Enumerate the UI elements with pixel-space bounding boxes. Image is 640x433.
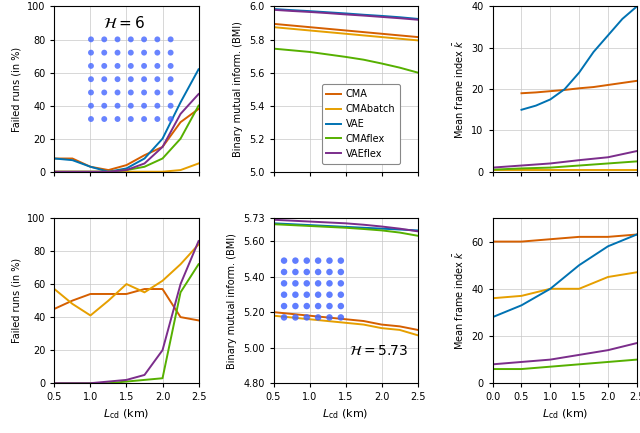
X-axis label: $L_{\mathrm{cd}}$ (km): $L_{\mathrm{cd}}$ (km) (323, 408, 369, 421)
Y-axis label: Mean frame index $\bar{k}$: Mean frame index $\bar{k}$ (452, 251, 466, 350)
Y-axis label: Mean frame index $\bar{k}$: Mean frame index $\bar{k}$ (452, 39, 466, 139)
Y-axis label: Failed runs (in %): Failed runs (in %) (12, 258, 22, 343)
X-axis label: $L_{\mathrm{cd}}$ (km): $L_{\mathrm{cd}}$ (km) (541, 408, 588, 421)
Y-axis label: Failed runs (in %): Failed runs (in %) (12, 46, 22, 132)
X-axis label: $L_{\mathrm{cd}}$ (km): $L_{\mathrm{cd}}$ (km) (103, 408, 150, 421)
Text: $\mathcal{H} = 5.73$: $\mathcal{H} = 5.73$ (349, 344, 408, 359)
Y-axis label: Binary mutual inform. (BMI): Binary mutual inform. (BMI) (234, 21, 243, 157)
Text: $\mathcal{H} = 6$: $\mathcal{H} = 6$ (102, 15, 145, 31)
Y-axis label: Binary mutual inform. (BMI): Binary mutual inform. (BMI) (227, 233, 237, 368)
Legend: CMA, CMAbatch, VAE, CMAflex, VAEflex: CMA, CMAbatch, VAE, CMAflex, VAEflex (322, 84, 401, 164)
